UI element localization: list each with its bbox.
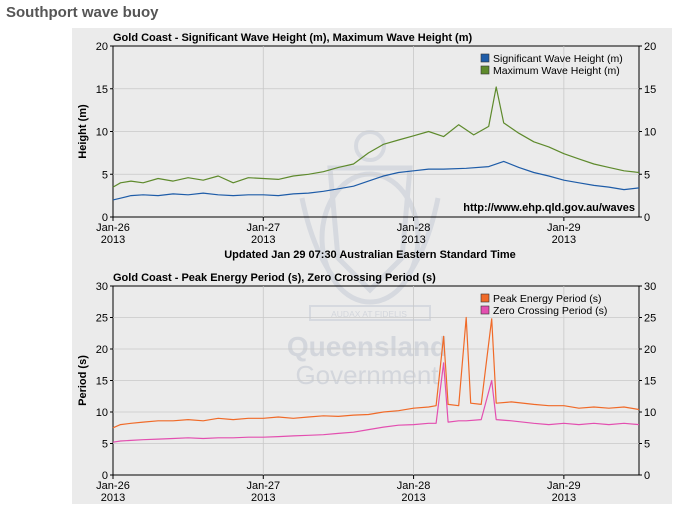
- x-tick-year: 2013: [251, 234, 275, 246]
- chart-title: Gold Coast - Peak Energy Period (s), Zer…: [113, 272, 436, 284]
- y-tick-label-right: 10: [644, 407, 656, 419]
- update-note: Updated Jan 29 07:30 Australian Eastern …: [224, 249, 516, 261]
- x-tick-label: Jan-26: [96, 480, 130, 492]
- legend-label: Maximum Wave Height (m): [493, 65, 620, 77]
- charts-svg: AUDAX AT FIDELIS Queensland Government 0…: [77, 32, 656, 504]
- x-tick-year: 2013: [401, 492, 425, 504]
- x-tick-label: Jan-27: [246, 480, 280, 492]
- y-tick-label: 5: [102, 439, 108, 451]
- y-axis-label: Period (s): [77, 355, 89, 406]
- y-tick-label: 0: [102, 212, 108, 224]
- y-tick-label: 10: [96, 407, 108, 419]
- x-tick-year: 2013: [101, 492, 125, 504]
- y-tick-label-right: 5: [644, 169, 650, 181]
- x-tick-year: 2013: [552, 492, 576, 504]
- series-line-1: [112, 86, 640, 188]
- series-line-0: [112, 316, 640, 429]
- x-tick-label: Jan-29: [547, 480, 581, 492]
- series-line-0: [112, 160, 640, 201]
- x-tick-year: 2013: [251, 492, 275, 504]
- legend-label: Peak Energy Period (s): [493, 293, 602, 305]
- watermark-line2: Government: [295, 360, 439, 390]
- y-tick-label-right: 20: [644, 344, 656, 356]
- x-tick-label: Jan-27: [246, 222, 280, 234]
- y-tick-label: 15: [96, 84, 108, 96]
- y-tick-label-right: 5: [644, 439, 650, 451]
- y-tick-label: 30: [96, 281, 108, 293]
- y-tick-label-right: 20: [644, 41, 656, 53]
- legend-label: Zero Crossing Period (s): [493, 305, 607, 317]
- chart-title: Gold Coast - Significant Wave Height (m)…: [113, 32, 472, 44]
- y-tick-label: 25: [96, 313, 108, 325]
- legend-swatch: [480, 53, 490, 63]
- y-axis-label: Height (m): [77, 104, 89, 159]
- legend-swatch: [480, 65, 490, 75]
- chart-annotation: http://www.ehp.qld.gov.au/waves: [463, 202, 635, 214]
- charts-panel: AUDAX AT FIDELIS Queensland Government 0…: [72, 28, 672, 504]
- x-tick-label: Jan-28: [397, 222, 431, 234]
- y-tick-label: 5: [102, 169, 108, 181]
- series-line-1: [112, 362, 640, 443]
- x-tick-year: 2013: [401, 234, 425, 246]
- y-tick-label-right: 15: [644, 84, 656, 96]
- y-tick-label-right: 15: [644, 376, 656, 388]
- y-tick-label-right: 30: [644, 281, 656, 293]
- x-tick-label: Jan-29: [547, 222, 581, 234]
- x-tick-year: 2013: [101, 234, 125, 246]
- y-tick-label: 20: [96, 41, 108, 53]
- legend-label: Significant Wave Height (m): [493, 53, 623, 65]
- y-tick-label-right: 0: [644, 470, 650, 482]
- y-tick-label: 15: [96, 376, 108, 388]
- legend-swatch: [480, 293, 490, 303]
- page-title: Southport wave buoy: [6, 4, 159, 21]
- legend-swatch: [480, 305, 490, 315]
- watermark-line1: Queensland: [287, 331, 447, 362]
- queensland-government-watermark: AUDAX AT FIDELIS Queensland Government: [287, 130, 447, 390]
- y-tick-label-right: 10: [644, 127, 656, 139]
- x-tick-label: Jan-28: [397, 480, 431, 492]
- watermark-motto: AUDAX AT FIDELIS: [331, 309, 407, 319]
- y-tick-label: 0: [102, 470, 108, 482]
- x-tick-label: Jan-26: [96, 222, 130, 234]
- y-tick-label: 10: [96, 127, 108, 139]
- y-tick-label-right: 0: [644, 212, 650, 224]
- y-tick-label-right: 25: [644, 313, 656, 325]
- y-tick-label: 20: [96, 344, 108, 356]
- x-tick-year: 2013: [552, 234, 576, 246]
